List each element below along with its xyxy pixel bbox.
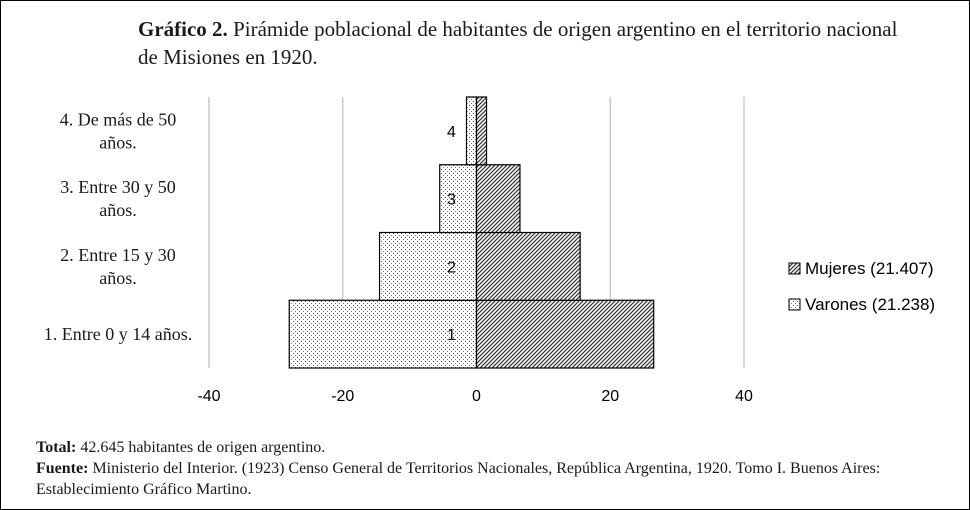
- source-note: Fuente: Ministerio del Interior. (1923) …: [36, 458, 936, 500]
- category-labels: 1. Entre 0 y 14 años. 2. Entre 15 y 30 año…: [44, 109, 192, 344]
- x-tick-label: 20: [601, 388, 619, 405]
- total-label: Total:: [36, 439, 77, 456]
- bar-data-label: 4: [447, 124, 456, 141]
- x-tick-label: -20: [331, 388, 354, 405]
- category-label: 3. Entre 30 y 50 años.: [60, 177, 175, 220]
- bar-varones: [439, 164, 478, 234]
- legend: Mujeres (21.407) Varones (21.238): [788, 259, 935, 314]
- chart-title: Gráfico 2. Pirámide poblacional de habit…: [138, 15, 898, 71]
- legend-swatch: [788, 262, 801, 275]
- chart-notes: Total: 42.645 habitantes de origen argen…: [36, 437, 936, 500]
- x-tick-label: 40: [735, 388, 753, 405]
- legend-label: Mujeres (21.407): [805, 259, 934, 278]
- bar-data-label: 2: [447, 259, 456, 276]
- bar-varones: [378, 231, 478, 301]
- category-label: 2. Entre 15 y 30 años.: [60, 245, 175, 288]
- bar-mujeres: [475, 299, 655, 369]
- bar-data-label: 1: [447, 327, 456, 344]
- chart-title-lead: Gráfico 2.: [138, 17, 228, 41]
- bar-varones: [465, 96, 478, 166]
- chart-title-text: Pirámide poblacional de habitantes de or…: [138, 17, 898, 69]
- total-text: 42.645 habitantes de origen argentino.: [80, 439, 326, 456]
- bar-mujeres: [475, 164, 521, 234]
- total-note: Total: 42.645 habitantes de origen argen…: [36, 437, 936, 458]
- x-tick-label: 0: [472, 388, 481, 405]
- bar-mujeres: [475, 96, 488, 166]
- bar-data-label: 3: [447, 192, 456, 209]
- legend-swatch: [788, 298, 801, 311]
- category-label: 4. De más de 50 años.: [60, 109, 176, 152]
- legend-label: Varones (21.238): [805, 295, 935, 314]
- bar-mujeres: [475, 231, 581, 301]
- x-axis-ticks: -40 -20 0 20 40: [197, 388, 753, 405]
- category-label: 1. Entre 0 y 14 años.: [44, 324, 192, 344]
- x-tick-label: -40: [197, 388, 220, 405]
- source-label: Fuente:: [36, 460, 89, 477]
- source-text: Ministerio del Interior. (1923) Censo Ge…: [36, 460, 881, 498]
- bars: 1 2 3 4: [288, 96, 655, 369]
